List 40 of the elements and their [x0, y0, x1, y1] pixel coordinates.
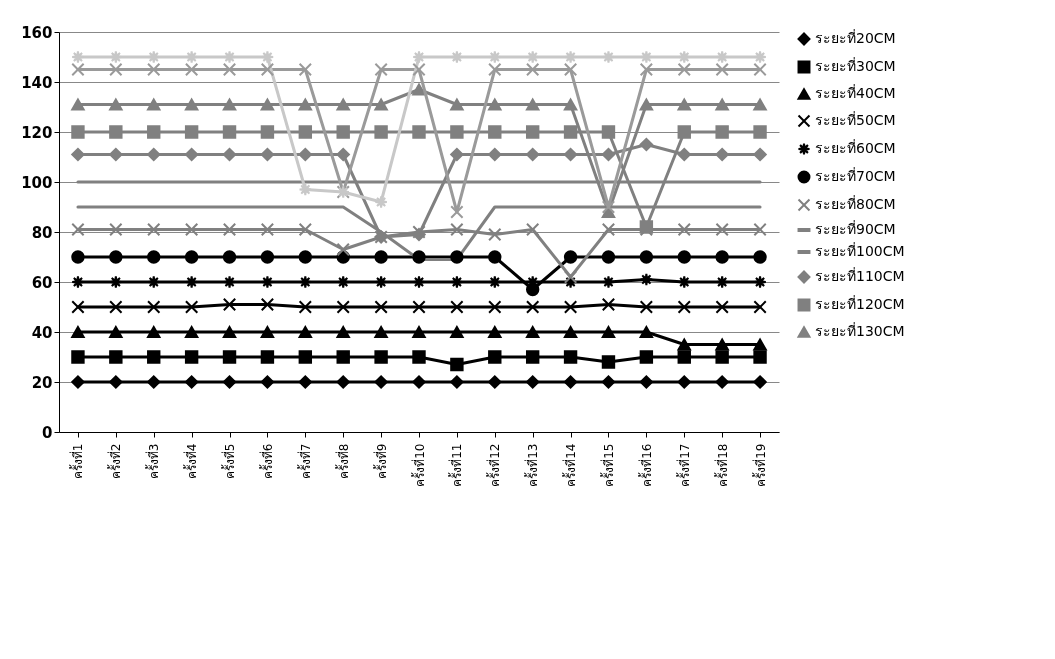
x-tick-label: ครั้งที่11 [448, 443, 465, 487]
y-tick-label: 80 [31, 223, 53, 242]
legend-label: ระยะที่70CM [815, 167, 896, 184]
y-tick-label: 160 [21, 23, 53, 42]
x-tick-label: ครั้งที่3 [145, 443, 162, 480]
x-tick-label: ครั้งที่2 [107, 443, 124, 480]
x-tick-label: ครั้งที่10 [410, 443, 427, 487]
y-tick-label: 120 [21, 123, 53, 142]
legend-label: ระยะที่90CM [815, 220, 896, 237]
legend-label: ระยะที่60CM [815, 139, 896, 156]
x-tick-label: ครั้งที่15 [599, 443, 616, 487]
legend-label: ระยะที่30CM [815, 57, 896, 74]
legend-label: ระยะที่100CM [815, 242, 905, 259]
legend-label: ระยะที่120CM [815, 295, 905, 312]
x-tick-label: ครั้งที่17 [675, 443, 692, 487]
y-tick-label: 100 [21, 173, 53, 192]
x-tick-label: ครั้งที่7 [296, 443, 313, 480]
x-tick-label: ครั้งที่6 [258, 443, 275, 480]
x-tick-label: ครั้งที่16 [637, 443, 654, 487]
y-tick-label: 60 [31, 273, 53, 292]
x-tick-label: ครั้งที่18 [713, 443, 730, 487]
x-tick-label: ครั้งที่12 [486, 443, 503, 487]
y-tick-label: 0 [42, 423, 53, 442]
x-tick-label: ครั้งที่8 [334, 443, 351, 480]
x-tick-label: ครั้งที่1 [69, 443, 86, 480]
y-tick-label: 20 [31, 373, 53, 392]
legend-label: ระยะที่50CM [815, 111, 896, 128]
legend-label: ระยะที่110CM [815, 267, 905, 284]
x-tick-label: ครั้งที่5 [221, 443, 238, 480]
y-tick-label: 40 [31, 323, 53, 342]
legend-label: ระยะที่80CM [815, 195, 896, 212]
x-tick-label: ครั้งที่14 [562, 443, 579, 487]
y-tick-label: 140 [21, 73, 53, 92]
legend-label: ระยะที่20CM [815, 29, 896, 46]
legend-label: ระยะที่130CM [815, 322, 905, 339]
legend-label: ระยะที่40CM [815, 84, 896, 101]
x-tick-label: ครั้งที่9 [372, 443, 389, 480]
x-tick-label: ครั้งที่4 [183, 443, 200, 480]
x-tick-label: ครั้งที่19 [751, 443, 768, 487]
x-tick-label: ครั้งที่13 [524, 443, 541, 487]
